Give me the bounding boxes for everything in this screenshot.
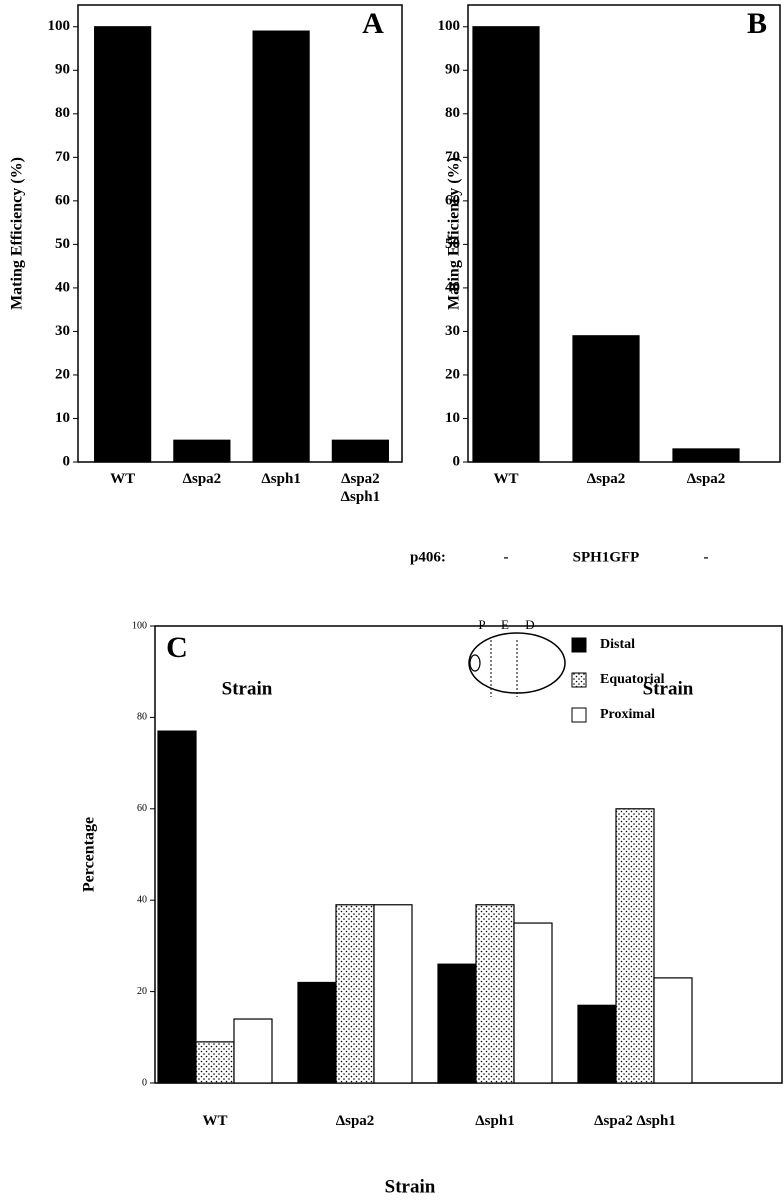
x-tick-label: Δspa2 (182, 471, 222, 487)
x-axis-label: Strain (222, 678, 273, 699)
y-tick-label: 40 (137, 894, 147, 905)
y-axis-label: Mating Efficiency (%) (446, 157, 463, 310)
x-tick-label: Δspa2 Δsph1 (594, 1113, 676, 1129)
inset-label: D (525, 617, 534, 632)
bar (173, 439, 231, 463)
bar (195, 1041, 235, 1084)
row-value: - (704, 549, 709, 565)
y-tick-label: 30 (445, 323, 460, 339)
y-tick-label: 0 (142, 1077, 147, 1088)
y-tick-label: 80 (445, 105, 460, 121)
x-tick-label-text: Δspa2 (586, 471, 626, 487)
row-label: p406: (410, 549, 446, 565)
x-tick-label: Δspa2 (686, 471, 726, 487)
x-tick-label: WT (110, 471, 136, 487)
bar (297, 981, 337, 1084)
bar (437, 963, 477, 1084)
x-tick-label: Δsph1 (475, 1113, 515, 1129)
bar (331, 439, 389, 463)
y-tick-label: 20 (137, 986, 147, 997)
x-tick-label-text: Δsph1 (475, 1113, 515, 1129)
y-tick-label: 10 (55, 410, 70, 426)
y-tick-label: 100 (438, 18, 461, 34)
bar (373, 904, 413, 1084)
x-tick-label-text: WT (493, 471, 519, 487)
row-value: SPH1GFP (573, 549, 640, 565)
bar (335, 904, 375, 1084)
bar (233, 1018, 273, 1084)
legend-label: Equatorial (600, 672, 665, 687)
x-tick-label-text: WT (110, 471, 136, 487)
y-tick-label: 50 (445, 236, 460, 252)
y-tick-label: 20 (55, 366, 70, 382)
x-tick-label-text: Δspa2 Δsph1 (340, 471, 381, 505)
y-tick-label: 0 (63, 453, 71, 469)
y-tick-label: 100 (48, 18, 71, 34)
bar (672, 448, 740, 463)
bar (513, 922, 553, 1084)
y-tick-label: 90 (55, 62, 70, 78)
x-tick-label-text: Δspa2 Δsph1 (594, 1113, 676, 1129)
y-tick-label: 20 (445, 366, 460, 382)
x-tick-label: Δsph1 (261, 471, 301, 487)
bar (615, 808, 655, 1084)
x-tick-label-text: Δsph1 (261, 471, 301, 487)
bar (157, 730, 197, 1084)
y-tick-label: 60 (55, 192, 70, 208)
y-tick-label: 90 (445, 62, 460, 78)
y-tick-label: 40 (445, 279, 460, 295)
y-tick-label: 0 (453, 453, 461, 469)
panel-letter: A (362, 7, 384, 40)
bar (252, 30, 310, 463)
legend-swatch (571, 707, 587, 723)
y-tick-label: 30 (55, 323, 70, 339)
x-tick-label: WT (202, 1113, 228, 1129)
legend-swatch (571, 672, 587, 688)
legend-label: Proximal (600, 707, 655, 722)
y-tick-label: 70 (445, 149, 460, 165)
y-tick-label: 60 (445, 192, 460, 208)
y-axis-label: Mating Efficiency (%) (9, 157, 26, 310)
x-tick-label-text: Δspa2 (686, 471, 726, 487)
panel-letter: B (747, 7, 767, 40)
bar (475, 904, 515, 1084)
x-tick-label: Δspa2 (586, 471, 626, 487)
y-tick-label: 80 (137, 712, 147, 723)
x-axis-label: Strain (643, 678, 694, 699)
bar (94, 26, 152, 463)
legend-label: Distal (600, 637, 635, 652)
row-value: - (504, 549, 509, 565)
inset-diagram (468, 632, 566, 697)
y-axis-label: Percentage (81, 817, 98, 892)
x-axis-label: Strain (385, 1176, 436, 1197)
bar (572, 335, 640, 463)
y-tick-label: 70 (55, 149, 70, 165)
y-tick-label: 60 (137, 803, 147, 814)
plot-frame (77, 4, 403, 463)
inset-label: P (478, 617, 485, 632)
x-tick-label-text: WT (202, 1113, 228, 1129)
y-tick-label: 100 (132, 620, 147, 631)
x-tick-label: Δspa2 (335, 1113, 375, 1129)
x-tick-label: Δspa2 Δsph1 (340, 471, 381, 505)
y-tick-label: 10 (445, 410, 460, 426)
y-tick-label: 40 (55, 279, 70, 295)
inset-label: E (501, 617, 509, 632)
y-tick-label: 50 (55, 236, 70, 252)
bar (653, 977, 693, 1084)
bar (472, 26, 540, 463)
legend-swatch (571, 637, 587, 653)
panel-letter: C (166, 631, 188, 664)
bar (577, 1004, 617, 1084)
x-tick-label: WT (493, 471, 519, 487)
x-tick-label-text: Δspa2 (335, 1113, 375, 1129)
y-tick-label: 80 (55, 105, 70, 121)
x-tick-label-text: Δspa2 (182, 471, 222, 487)
